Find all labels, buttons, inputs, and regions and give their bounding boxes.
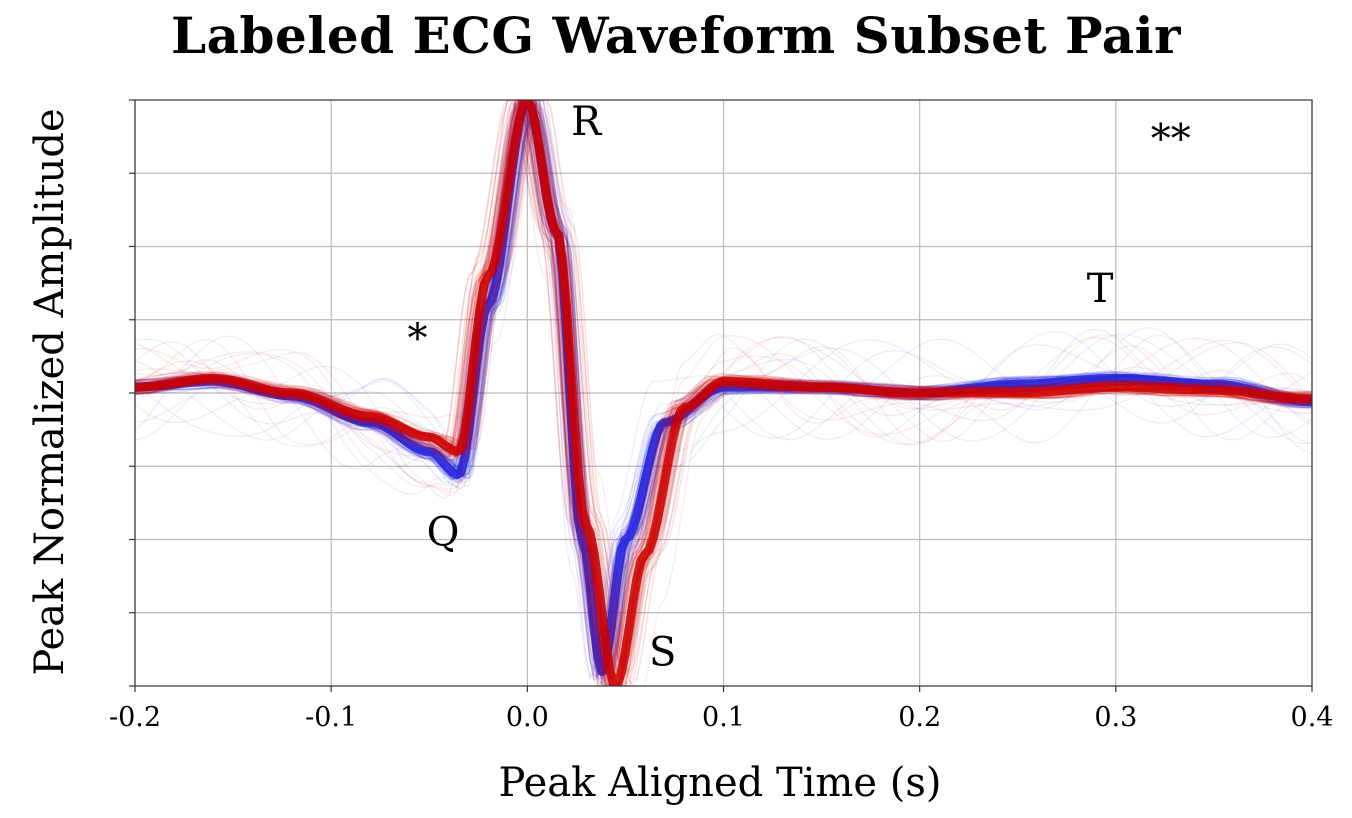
chart-title: Labeled ECG Waveform Subset Pair [171,6,1181,65]
red-trace [135,110,1312,645]
blue-trace [135,137,1312,672]
red-series [135,100,1312,686]
annotation-label: T [1087,266,1114,312]
annotation-label: * [407,316,427,362]
red-trace [135,100,1312,686]
annotation-label: R [571,99,603,145]
red-trace [135,100,1312,686]
x-axis-label: Peak Aligned Time (s) [498,760,942,806]
annotation-label: Q [427,509,460,555]
red-trace [135,142,1312,661]
blue-trace [135,100,1312,667]
red-median-trace [135,100,1312,686]
waveform-traces [135,100,1312,686]
x-tick-label: 0.0 [506,702,549,733]
annotation-label: S [649,629,676,675]
x-tick-label: 0.4 [1291,702,1334,733]
x-tick-label: 0.2 [898,702,941,733]
annotation-label: ** [1151,117,1191,163]
x-tick-label: -0.2 [109,702,161,733]
blue-trace [135,100,1312,673]
red-trace [135,100,1312,686]
x-tick-label: 0.1 [702,702,745,733]
tick-marks: -0.2 -0.1 0.0 0.1 0.2 0.3 0.4 [109,99,1334,733]
x-tick-label: -0.1 [305,702,357,733]
x-tick-label: 0.3 [1094,702,1137,733]
